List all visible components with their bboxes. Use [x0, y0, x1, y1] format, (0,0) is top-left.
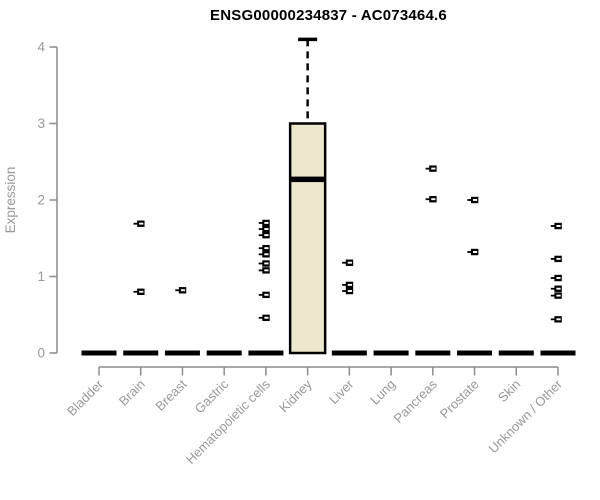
point-whisker: [258, 247, 263, 250]
point-notch: [556, 257, 561, 260]
point-notch: [264, 247, 269, 250]
point-notch: [264, 221, 269, 224]
point-whisker: [550, 225, 555, 227]
zero-expression-bar: [123, 350, 159, 356]
point-whisker: [425, 167, 430, 170]
zero-expression-bar: [81, 350, 117, 356]
median-line: [290, 176, 326, 183]
point-notch: [472, 199, 478, 201]
point-whisker: [258, 316, 263, 319]
x-tick-label: Skin: [495, 377, 523, 405]
point-whisker: [342, 290, 346, 292]
point-notch: [556, 318, 561, 321]
zero-expression-bar: [373, 350, 409, 356]
point-notch: [264, 234, 269, 237]
point-notch: [264, 316, 269, 319]
point-notch: [264, 269, 269, 272]
y-axis-title: Expression: [3, 167, 18, 234]
point-whisker: [258, 228, 263, 230]
point-whisker: [425, 198, 430, 201]
point-notch: [556, 287, 561, 290]
y-tick-label: 0: [37, 346, 45, 361]
chart-title: ENSG00000234837 - AC073464.6: [210, 7, 447, 24]
x-tick-label: Lung: [367, 377, 398, 408]
point-whisker: [258, 234, 263, 237]
y-tick-label: 1: [37, 269, 45, 284]
zero-expression-bar: [457, 350, 493, 356]
point-whisker: [550, 258, 555, 260]
x-tick-label: Kidney: [276, 376, 315, 415]
x-tick-label: Unknown / Other: [486, 376, 566, 456]
zero-expression-bar: [331, 350, 367, 356]
x-tick-label: Breast: [152, 376, 189, 413]
x-tick-label: Pancreas: [390, 376, 440, 426]
x-tick-label: Prostate: [437, 377, 482, 422]
point-whisker: [133, 222, 138, 225]
point-whisker: [467, 251, 472, 253]
point-notch: [180, 289, 186, 292]
point-notch: [264, 293, 269, 296]
point-whisker: [550, 294, 555, 297]
zero-expression-bar: [164, 350, 200, 356]
point-notch: [264, 228, 269, 230]
y-tick-label: 2: [37, 193, 45, 208]
point-notch: [264, 253, 269, 256]
point-notch: [556, 277, 561, 279]
point-whisker: [342, 261, 346, 264]
point-whisker: [133, 290, 138, 293]
y-tick-label: 3: [37, 116, 45, 131]
box: [288, 122, 327, 355]
point-notch: [139, 222, 144, 225]
zero-expression-bar: [206, 350, 242, 356]
point-whisker: [258, 253, 263, 256]
point-notch: [431, 198, 436, 201]
point-whisker: [175, 289, 180, 292]
point-whisker: [258, 269, 263, 272]
x-tick-label: Gastric: [192, 376, 232, 416]
point-notch: [139, 290, 144, 293]
point-whisker: [258, 293, 263, 296]
point-whisker: [550, 277, 555, 279]
zero-expression-bar: [498, 350, 534, 356]
x-tick-label: Bladder: [64, 376, 107, 419]
point-notch: [264, 262, 269, 265]
point-notch: [556, 294, 561, 297]
point-whisker: [258, 262, 263, 265]
zero-expression-bar: [248, 350, 284, 356]
point-whisker: [550, 287, 555, 290]
point-notch: [347, 290, 352, 292]
point-notch: [431, 167, 436, 170]
x-tick-label: Liver: [326, 376, 357, 407]
point-notch: [556, 225, 561, 227]
point-whisker: [550, 318, 555, 321]
point-notch: [347, 261, 352, 264]
zero-expression-bar: [415, 350, 451, 356]
x-tick-label: Brain: [116, 377, 148, 409]
y-tick-label: 4: [37, 40, 45, 55]
zero-expression-bar: [540, 350, 576, 356]
point-whisker: [258, 222, 263, 224]
point-whisker: [467, 199, 472, 201]
point-notch: [347, 283, 352, 286]
point-notch: [472, 251, 478, 253]
point-whisker: [342, 284, 346, 286]
